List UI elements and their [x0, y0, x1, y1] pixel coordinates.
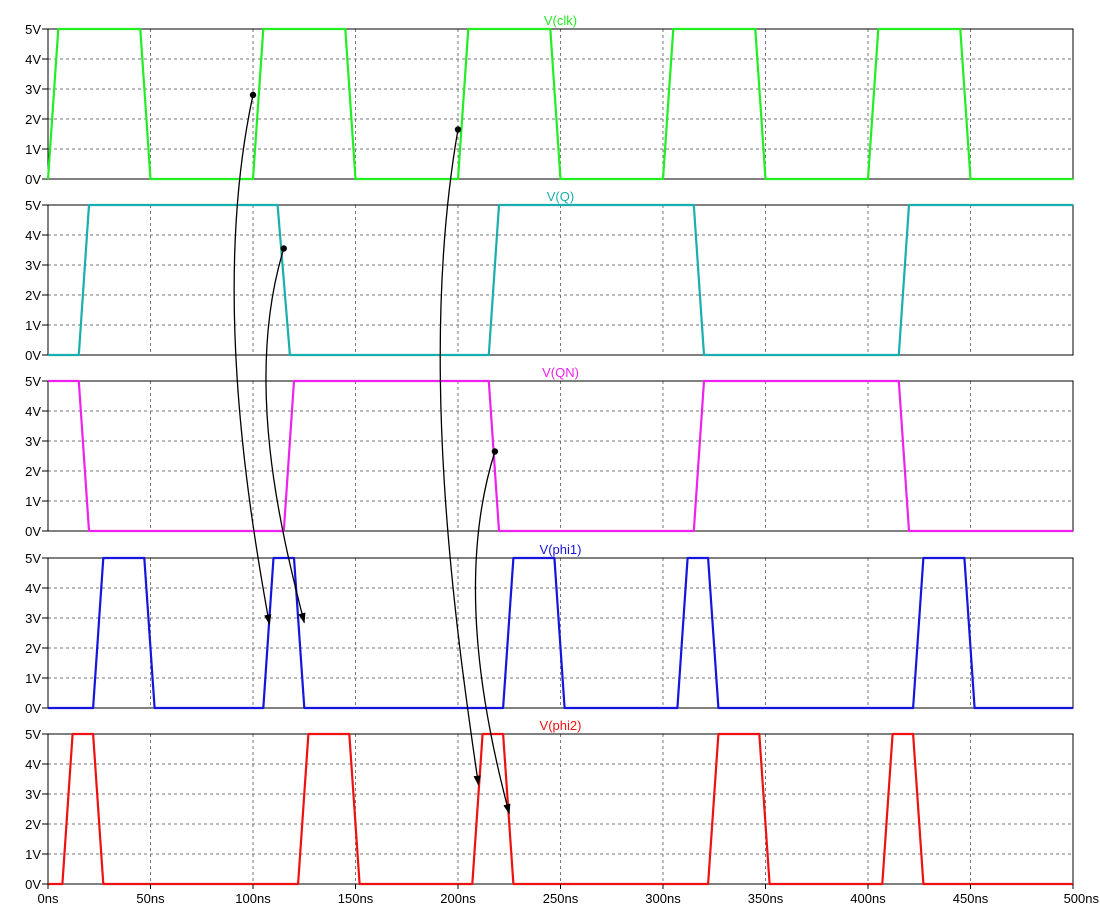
annotation-anchor-dot [280, 245, 287, 252]
x-tick-label: 300ns [645, 891, 681, 906]
annotation-arrow [233, 94, 272, 626]
y-tick-label: 2V [25, 288, 41, 303]
panel-frame [47, 557, 1074, 709]
x-tick-label: 50ns [136, 891, 165, 906]
annotation-arrow [265, 248, 306, 624]
y-tick-label: 1V [25, 847, 41, 862]
annotation-anchor-dot [491, 448, 499, 455]
y-tick-label: 1V [25, 671, 41, 686]
y-tick-label: 4V [25, 228, 41, 243]
y-tick-label: 3V [25, 82, 41, 97]
y-tick-label: 1V [25, 494, 41, 509]
y-tick-label: 4V [25, 404, 41, 419]
x-tick-label: 150ns [338, 891, 374, 906]
series-line [48, 556, 1073, 710]
y-tick-label: 3V [25, 787, 41, 802]
series-line [46, 27, 1073, 181]
panel-2: 0V 1V 2V 3V 4V 5V V(QN) [25, 365, 1074, 539]
panel-0: 0V 1V 2V 3V 4V 5V V(clk) [25, 13, 1074, 187]
x-tick-label: 0ns [38, 891, 59, 906]
x-tick-label: 350ns [748, 891, 784, 906]
y-tick-label: 5V [25, 727, 41, 742]
y-tick-label: 4V [25, 581, 41, 596]
series-title: V(phi1) [540, 542, 582, 557]
y-tick-label: 0V [25, 172, 41, 187]
y-tick-label: 2V [25, 112, 41, 127]
y-tick-label: 5V [25, 198, 41, 213]
annotation-arrow [474, 451, 511, 815]
annotation-anchor-dot [454, 126, 462, 133]
panel-1: 0V 1V 2V 3V 4V 5V V(Q) [25, 189, 1074, 363]
y-tick-label: 5V [25, 22, 41, 37]
y-tick-label: 0V [25, 877, 41, 892]
series-title: V(phi2) [540, 718, 582, 733]
x-tick-label: 200ns [440, 891, 476, 906]
y-tick-label: 2V [25, 817, 41, 832]
panel-3: 0V 1V 2V 3V 4V 5V V(phi1) [25, 542, 1074, 716]
y-tick-label: 2V [25, 464, 41, 479]
y-tick-label: 0V [25, 348, 41, 363]
annotation-arrow [439, 129, 481, 787]
y-tick-label: 0V [25, 701, 41, 716]
y-tick-label: 1V [25, 142, 41, 157]
panel-4: 0V 1V 2V 3V 4V 5V V(phi2) [25, 718, 1074, 892]
series-title: V(Q) [547, 189, 574, 204]
x-tick-label: 250ns [543, 891, 579, 906]
y-tick-label: 5V [25, 374, 41, 389]
y-tick-label: 5V [25, 551, 41, 566]
series-title: V(clk) [544, 13, 577, 28]
y-tick-label: 3V [25, 611, 41, 626]
y-tick-label: 4V [25, 757, 41, 772]
y-tick-label: 2V [25, 641, 41, 656]
y-tick-label: 0V [25, 524, 41, 539]
y-tick-label: 1V [25, 318, 41, 333]
y-tick-label: 3V [25, 434, 41, 449]
y-tick-label: 4V [25, 52, 41, 67]
series-line [48, 203, 1073, 357]
x-tick-label: 400ns [850, 891, 886, 906]
annotation-anchor-dot [249, 91, 257, 99]
x-tick-label: 100ns [235, 891, 271, 906]
series-line [48, 732, 1073, 886]
y-tick-label: 3V [25, 258, 41, 273]
x-tick-label: 450ns [953, 891, 989, 906]
series-title: V(QN) [542, 365, 579, 380]
x-tick-label: 500ns [1064, 891, 1100, 906]
annotation-arrows [233, 91, 511, 815]
x-axis: 0ns 50ns 100ns 150ns 200ns 250ns 300ns 350ns 400… [38, 884, 1100, 906]
